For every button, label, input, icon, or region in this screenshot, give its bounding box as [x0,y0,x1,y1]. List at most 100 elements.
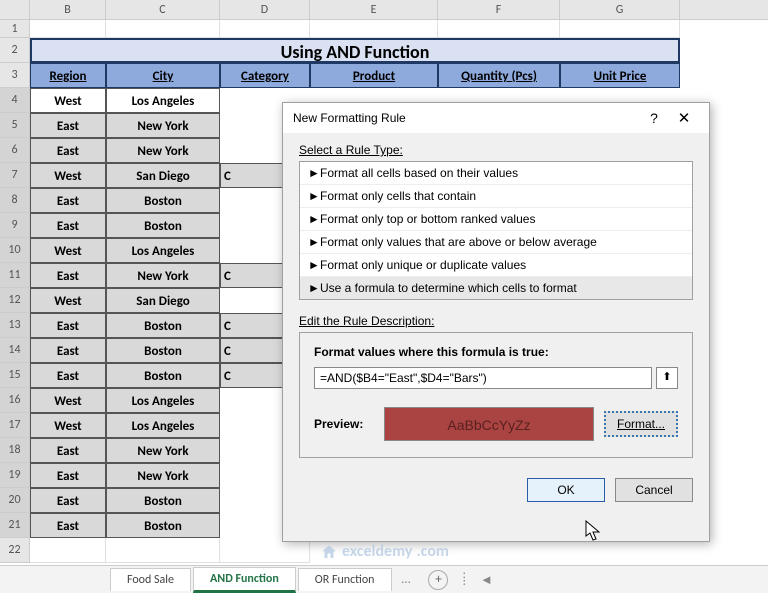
cell-city[interactable]: Boston [106,313,220,338]
col-header-e[interactable]: E [310,0,438,19]
ok-button[interactable]: OK [527,478,605,502]
tab-and-function[interactable]: AND Function [193,567,296,593]
header-product[interactable]: Product [310,63,438,88]
scroll-left-icon[interactable]: ◄ [480,572,493,588]
header-city[interactable]: City [106,63,220,88]
cell-region[interactable]: East [30,113,106,138]
rule-type-item[interactable]: ►Format only top or bottom ranked values [300,208,692,231]
cell[interactable] [438,20,560,38]
formula-input[interactable] [314,367,652,389]
cell-region[interactable]: East [30,188,106,213]
cell-city[interactable]: San Diego [106,163,220,188]
row-header[interactable]: 12 [0,288,30,313]
cell-city[interactable]: Los Angeles [106,88,220,113]
help-icon[interactable]: ? [639,110,669,126]
rule-type-item[interactable]: ►Format only cells that contain [300,185,692,208]
row-header[interactable]: 13 [0,313,30,338]
cell-region[interactable]: East [30,213,106,238]
header-price[interactable]: Unit Price [560,63,680,88]
tab-or-function[interactable]: OR Function [298,568,392,591]
row-header[interactable]: 14 [0,338,30,363]
row-header[interactable]: 8 [0,188,30,213]
cell-region[interactable]: West [30,88,106,113]
header-category[interactable]: Category [220,63,310,88]
cell-city[interactable]: New York [106,113,220,138]
dialog-titlebar[interactable]: New Formatting Rule ? ✕ [283,103,709,133]
row-header[interactable]: 22 [0,538,30,563]
row-header[interactable]: 16 [0,388,30,413]
col-header-f[interactable]: F [438,0,560,19]
row-header[interactable]: 3 [0,63,30,88]
cell-region[interactable]: West [30,163,106,188]
range-selector-icon[interactable]: ⬆ [656,367,678,389]
close-icon[interactable]: ✕ [669,109,699,127]
row-header[interactable]: 15 [0,363,30,388]
cell-city[interactable]: Boston [106,338,220,363]
cell-region[interactable]: West [30,388,106,413]
rule-type-item[interactable]: ►Format only values that are above or be… [300,231,692,254]
cell-region[interactable]: West [30,413,106,438]
cell-region[interactable]: West [30,288,106,313]
cell-region[interactable]: East [30,313,106,338]
cell-city[interactable]: Boston [106,188,220,213]
cell-region[interactable]: East [30,463,106,488]
row-header[interactable]: 17 [0,413,30,438]
cell-city[interactable]: Boston [106,488,220,513]
cell-city[interactable]: Boston [106,363,220,388]
row-header[interactable]: 19 [0,463,30,488]
cell-region[interactable]: East [30,513,106,538]
col-header-c[interactable]: C [106,0,220,19]
cell[interactable] [560,20,680,38]
row-corner[interactable] [0,0,30,19]
cancel-button[interactable]: Cancel [615,478,693,502]
row-header[interactable]: 10 [0,238,30,263]
cell-city[interactable]: San Diego [106,288,220,313]
add-sheet-icon[interactable]: + [428,570,448,590]
col-header-g[interactable]: G [560,0,680,19]
rule-type-item[interactable]: ►Format only unique or duplicate values [300,254,692,277]
cell[interactable] [106,538,220,563]
row-header[interactable]: 11 [0,263,30,288]
row-header[interactable]: 20 [0,488,30,513]
rule-type-item[interactable]: ►Use a formula to determine which cells … [300,277,692,299]
row-header[interactable]: 21 [0,513,30,538]
row-header[interactable]: 18 [0,438,30,463]
cell-region[interactable]: West [30,238,106,263]
cell-region[interactable]: East [30,363,106,388]
row-header[interactable]: 9 [0,213,30,238]
tab-more-icon[interactable]: … [402,572,411,587]
cell-city[interactable]: Boston [106,513,220,538]
cell-region[interactable]: East [30,138,106,163]
cell-city[interactable]: Los Angeles [106,238,220,263]
cell-region[interactable]: East [30,263,106,288]
cell-city[interactable]: Boston [106,213,220,238]
header-region[interactable]: Region [30,63,106,88]
cell-region[interactable]: East [30,438,106,463]
cell[interactable] [30,20,106,38]
row-header[interactable]: 6 [0,138,30,163]
row-header[interactable]: 2 [0,38,30,63]
cell-city[interactable]: New York [106,463,220,488]
format-button[interactable]: Format... [604,411,678,437]
cell-city[interactable]: Los Angeles [106,413,220,438]
cell-region[interactable]: East [30,338,106,363]
cell[interactable] [106,20,220,38]
cell[interactable] [220,20,310,38]
row-header[interactable]: 4 [0,88,30,113]
cell-city[interactable]: New York [106,438,220,463]
cell-city[interactable]: New York [106,263,220,288]
row-header[interactable]: 5 [0,113,30,138]
tab-food-sale[interactable]: Food Sale [110,568,191,591]
row-header[interactable]: 1 [0,20,30,38]
title-cell[interactable]: Using AND Function [30,38,680,63]
col-header-b[interactable]: B [30,0,106,19]
cell[interactable] [30,538,106,563]
rule-type-item[interactable]: ►Format all cells based on their values [300,162,692,185]
cell-city[interactable]: New York [106,138,220,163]
header-quantity[interactable]: Quantity (Pcs) [438,63,560,88]
col-header-d[interactable]: D [220,0,310,19]
cell-region[interactable]: East [30,488,106,513]
cell[interactable] [310,20,438,38]
row-header[interactable]: 7 [0,163,30,188]
cell-city[interactable]: Los Angeles [106,388,220,413]
